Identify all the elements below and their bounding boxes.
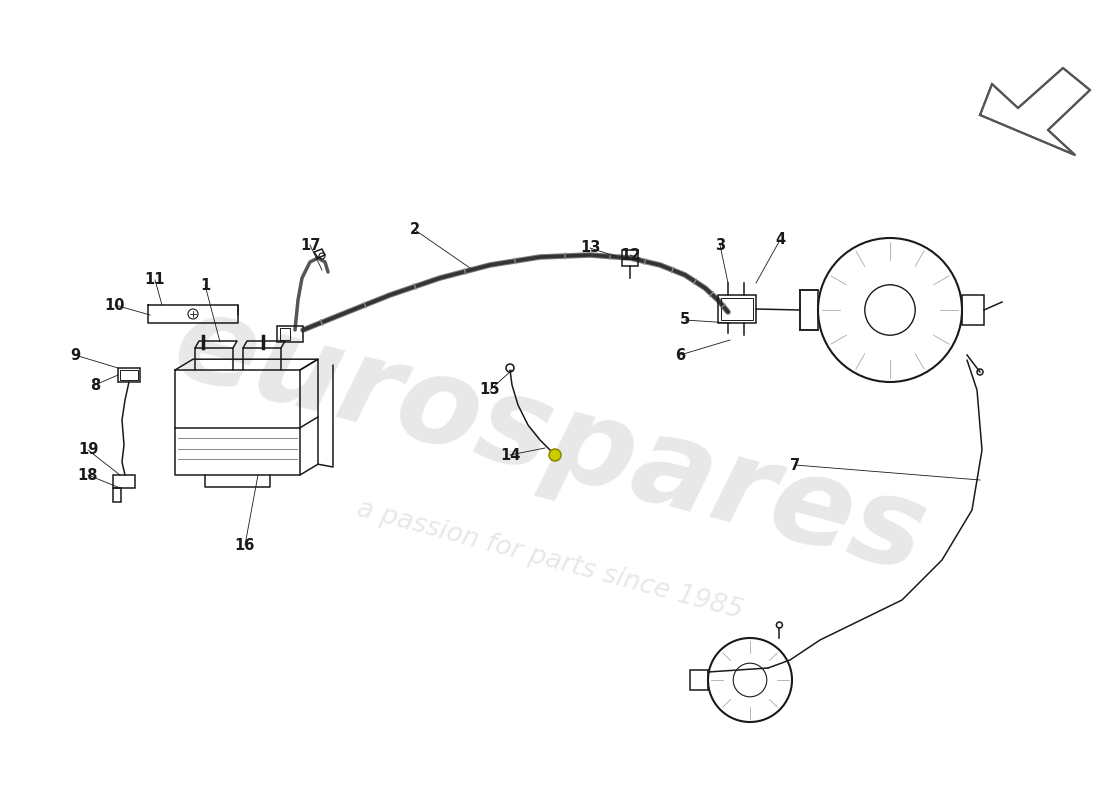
Bar [120, 370, 138, 380]
Text: a passion for parts since 1985: a passion for parts since 1985 [354, 496, 746, 624]
Text: 2: 2 [410, 222, 420, 238]
Text: 14: 14 [499, 447, 520, 462]
Text: 18: 18 [78, 467, 98, 482]
Bar [113, 475, 135, 488]
Text: 9: 9 [70, 347, 80, 362]
Text: eurospares: eurospares [162, 283, 938, 597]
Text: 3: 3 [715, 238, 725, 253]
Text: 1: 1 [200, 278, 210, 293]
Bar [113, 488, 121, 502]
Text: 13: 13 [580, 241, 601, 255]
Bar [800, 290, 818, 330]
Text: 4: 4 [774, 233, 785, 247]
Text: 15: 15 [480, 382, 501, 398]
Text: 11: 11 [145, 273, 165, 287]
Text: 19: 19 [78, 442, 98, 458]
Text: 7: 7 [790, 458, 800, 473]
Bar [690, 670, 708, 690]
Bar [962, 295, 984, 325]
Text: 17: 17 [300, 238, 320, 253]
Bar [280, 328, 290, 340]
Text: 5: 5 [680, 313, 690, 327]
Text: 10: 10 [104, 298, 125, 313]
Circle shape [549, 449, 561, 461]
Bar [720, 298, 754, 320]
Bar [118, 368, 140, 382]
Text: 8: 8 [90, 378, 100, 393]
Bar [718, 295, 756, 323]
Text: 12: 12 [619, 247, 640, 262]
Text: 16: 16 [234, 538, 255, 553]
Bar [277, 326, 302, 342]
Text: 6: 6 [675, 347, 685, 362]
Bar [621, 250, 638, 266]
